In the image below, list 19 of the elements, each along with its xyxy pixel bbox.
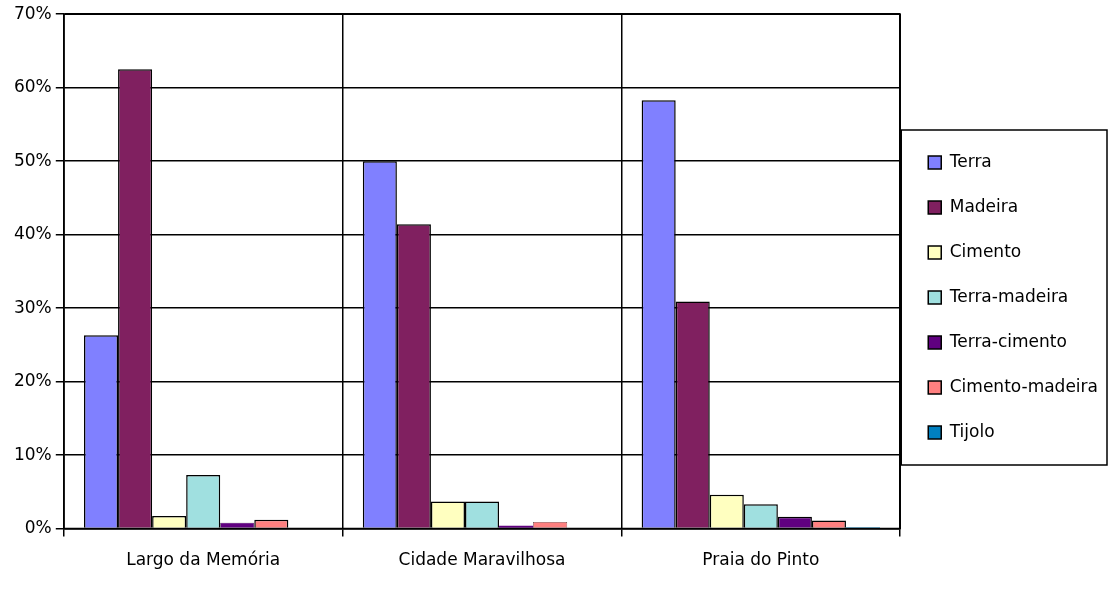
y-tick-label: 40% <box>13 223 52 244</box>
y-tick-label: 30% <box>13 296 52 317</box>
bar <box>499 525 534 528</box>
legend-label: Cimento-madeira <box>949 375 1099 396</box>
x-tick-label: Praia do Pinto <box>702 549 820 570</box>
y-tick-label: 10% <box>13 443 52 464</box>
y-tick-label: 0% <box>24 517 52 538</box>
x-tick-label: Largo da Memória <box>126 549 281 570</box>
y-tick-label: 60% <box>13 76 52 97</box>
legend-label: Terra <box>948 150 992 171</box>
legend-label: Madeira <box>949 195 1019 216</box>
legend-label: Cimento <box>949 240 1022 261</box>
y-tick-label: 50% <box>13 149 52 170</box>
legend-label: Terra-madeira <box>948 285 1069 306</box>
x-tick-label: Cidade Maravilhosa <box>398 549 566 570</box>
legend-label: Tijolo <box>948 420 995 441</box>
legend-label: Terra-cimento <box>948 330 1067 351</box>
y-tick-label: 20% <box>13 370 52 391</box>
y-tick-label: 70% <box>13 2 52 23</box>
